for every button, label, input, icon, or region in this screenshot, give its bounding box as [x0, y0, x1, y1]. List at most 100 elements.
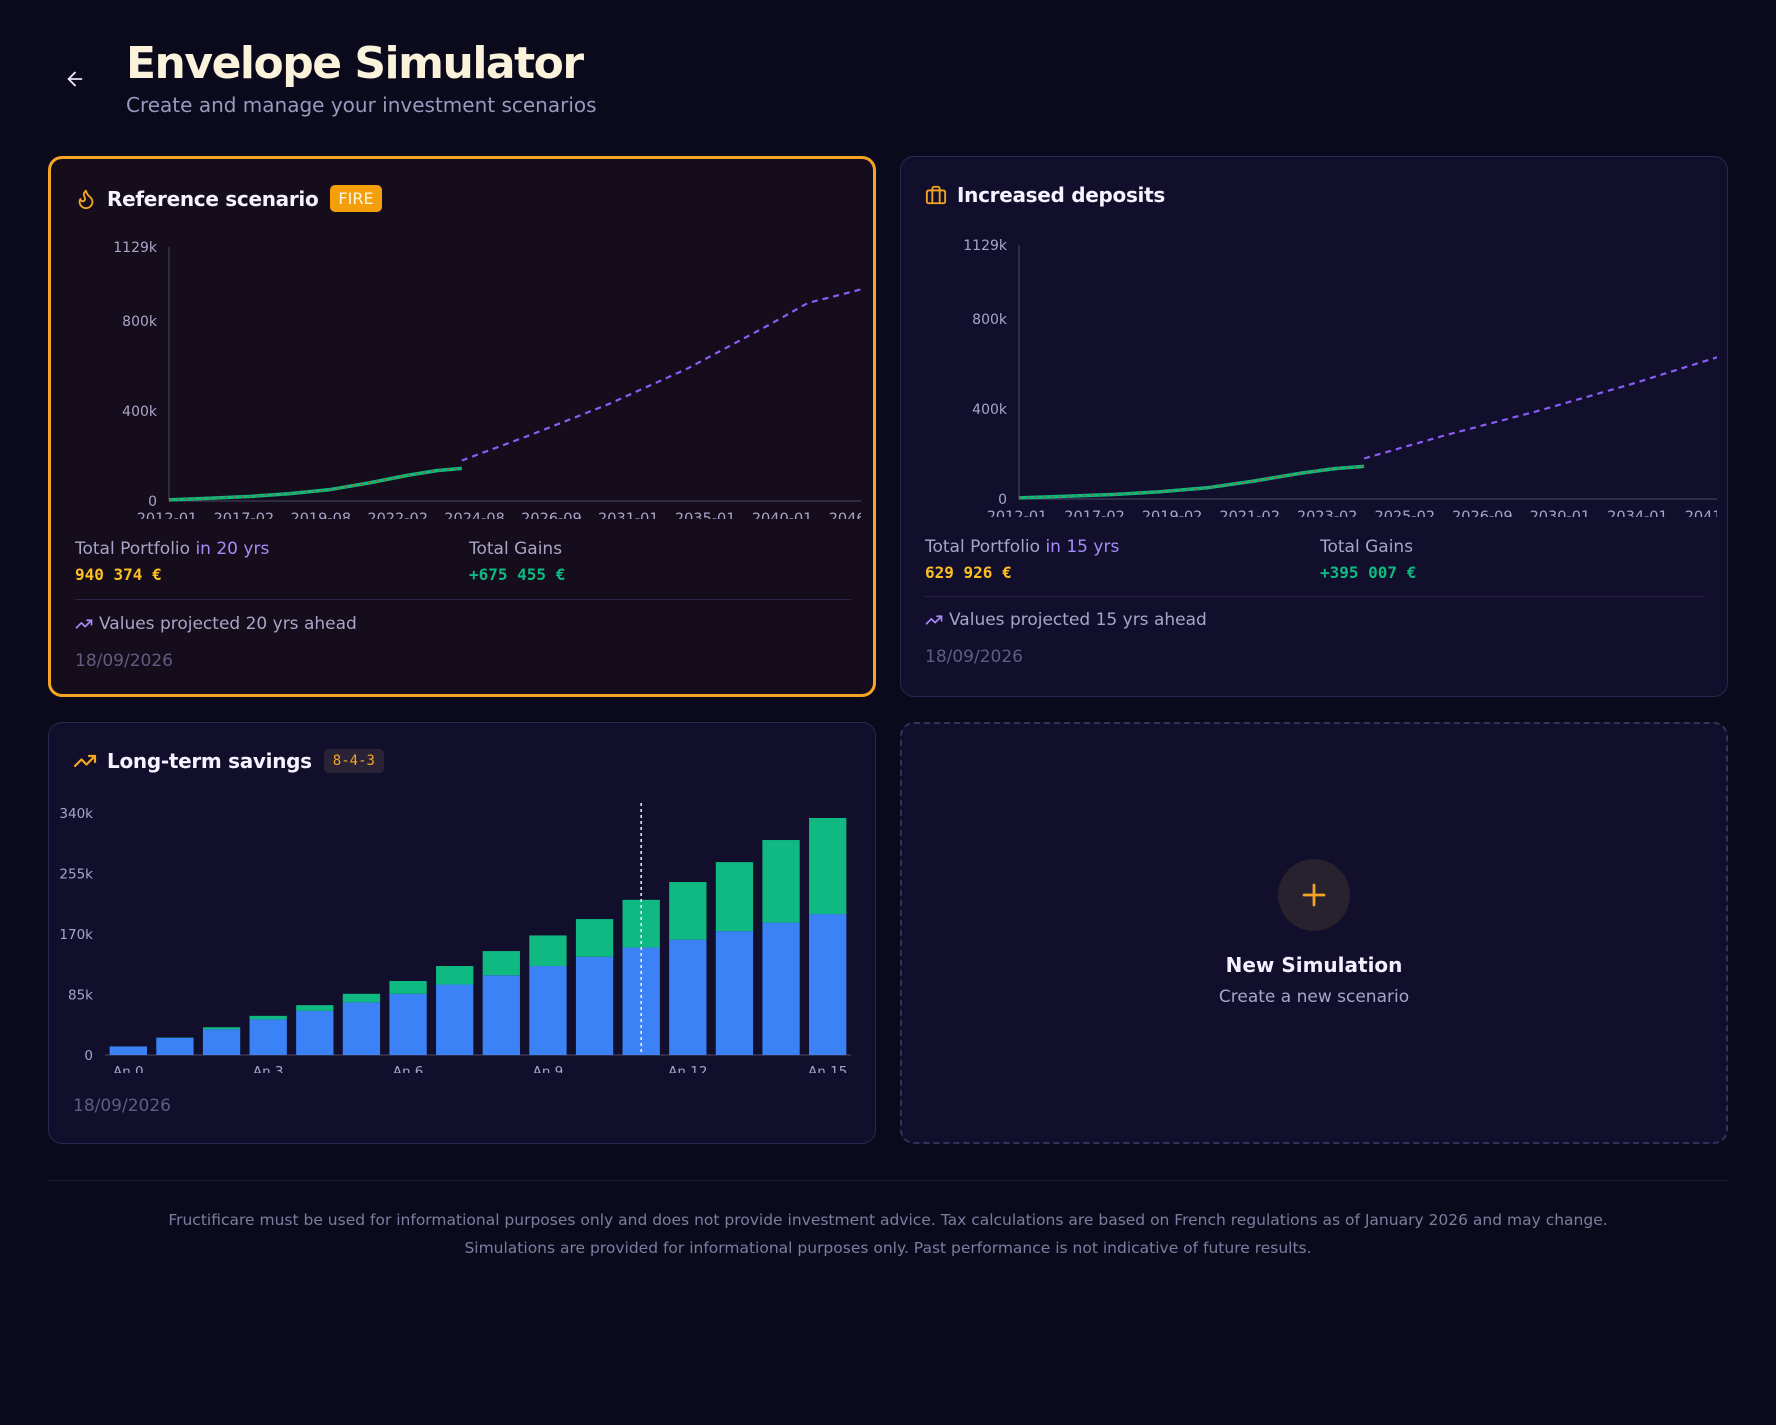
flame-icon [78, 189, 94, 209]
allocation-badge: 8-4-3 [323, 749, 384, 773]
total-portfolio-value: 940 374 € [75, 565, 162, 584]
bar-gains [296, 1005, 334, 1011]
scenario-card-increased-deposits[interactable]: Increased deposits 0 400k 800k 1129k 2012-01… [900, 156, 1728, 697]
y-tick-label: 800k [972, 312, 1008, 328]
historical-series-overlay [168, 467, 462, 501]
projection-note-text: Values projected 20 yrs ahead [99, 614, 357, 634]
x-tick-label: An 9 [533, 1064, 564, 1073]
x-tick-label: 2019-02 [1142, 509, 1203, 517]
arrow-left-icon [67, 71, 83, 87]
x-tick-label: 2019-08 [290, 511, 351, 519]
total-portfolio-value: 629 926 € [925, 563, 1012, 582]
y-tick-label: 170k [59, 927, 93, 943]
bar-contributions [575, 956, 614, 1055]
portfolio-line-chart: 0 400k 800k 1129k 2012-01 2017-02 2019-02 2021-… [963, 238, 1717, 517]
total-gains-stat: Total Gains +675 455 € [469, 539, 565, 584]
fire-badge: FIRE [330, 185, 382, 212]
total-gains-label: Total Gains [1320, 537, 1414, 557]
scenario-card-reference[interactable]: Reference scenario FIRE 0 400k 800k 1129k 20… [48, 156, 876, 697]
bar-contributions [809, 914, 847, 1055]
x-tick-label: 2026-09 [1452, 509, 1513, 517]
bar-gains [762, 840, 800, 923]
bar-gains [202, 1027, 241, 1030]
bar-contributions [436, 984, 474, 1055]
card-title: Long-term savings [107, 749, 312, 773]
x-tick-label: An 12 [668, 1064, 707, 1073]
bar-contributions [296, 1010, 334, 1055]
disclaimer: Fructificare must be used for informatio… [0, 1206, 1776, 1262]
bar-contributions [249, 1019, 287, 1055]
y-tick-label: 800k [122, 314, 158, 330]
disclaimer-line-1: Fructificare must be used for informatio… [168, 1211, 1608, 1229]
scenario-date: 18/09/2026 [73, 1096, 171, 1116]
new-simulation-subtitle: Create a new scenario [1218, 987, 1410, 1007]
y-tick-label: 0 [148, 494, 157, 510]
x-tick-label: 2017-02 [214, 511, 275, 519]
projection-series-line [1363, 356, 1717, 460]
bar-contributions [389, 993, 427, 1055]
bar-gains [669, 882, 707, 940]
bar-contributions [202, 1029, 241, 1055]
bar-gains [389, 980, 427, 994]
x-tick-label: An 3 [253, 1064, 284, 1073]
bar-contributions [342, 1002, 381, 1055]
x-tick-label: An 6 [393, 1064, 424, 1073]
x-tick-label: 2024-08 [444, 511, 505, 519]
x-tick-label: 2017-02 [1064, 509, 1125, 517]
card-title: Increased deposits [957, 183, 1165, 207]
new-simulation-card[interactable]: New Simulation Create a new scenario [900, 722, 1728, 1144]
page-title: Envelope Simulator [126, 38, 584, 89]
trending-up-icon [925, 615, 943, 625]
total-gains-value: +675 455 € [469, 565, 566, 584]
x-tick-label: 2030-01 [1530, 509, 1591, 517]
total-portfolio-stat: Total Portfolio in 20 yrs 940 374 € [75, 539, 269, 584]
x-tick-label: 2035-01 [675, 511, 736, 519]
total-portfolio-stat: Total Portfolio in 15 yrs 629 926 € [925, 537, 1119, 582]
y-tick-label: 400k [972, 402, 1008, 418]
bar-gains [575, 919, 614, 957]
bar-contributions [156, 1037, 194, 1055]
new-simulation-button[interactable] [1278, 859, 1350, 931]
bar-gains [342, 993, 381, 1003]
portfolio-horizon: in 20 yrs [195, 539, 270, 559]
back-button[interactable] [60, 64, 90, 94]
x-tick-label: 2026-09 [521, 511, 582, 519]
bar-gains [482, 951, 520, 976]
x-tick-label: 2021-02 [1219, 509, 1280, 517]
bar-gains [809, 817, 847, 915]
y-tick-label: 0 [998, 492, 1007, 508]
x-tick-label: 2041-01 [1685, 509, 1717, 517]
trending-up-icon [73, 754, 97, 768]
x-tick-label: 2034-01 [1607, 509, 1668, 517]
scenario-card-long-term-savings[interactable]: Long-term savings 8-4-3 0 85k 170k 255k 340k… [48, 722, 876, 1144]
briefcase-icon [925, 185, 947, 205]
y-tick-label: 1129k [963, 238, 1008, 254]
y-tick-label: 85k [68, 988, 93, 1004]
total-gains-label: Total Gains [469, 539, 563, 559]
y-tick-label: 340k [59, 806, 93, 822]
bar-contributions [109, 1046, 147, 1055]
new-simulation-title: New Simulation [1225, 953, 1403, 977]
card-header: Reference scenario FIRE [75, 185, 382, 212]
bar-gains [436, 966, 474, 985]
x-tick-label: 2012-01 [137, 511, 198, 519]
plus-icon [1302, 883, 1326, 907]
card-header: Long-term savings 8-4-3 [73, 749, 384, 773]
historical-series-line [1018, 464, 1365, 500]
bar-gains [249, 1015, 287, 1020]
bar-gains [715, 862, 754, 932]
total-portfolio-label: Total Portfolio [75, 539, 191, 559]
stacked-bar-chart: 0 85k 170k 255k 340k An 0 An 3 An 6 An 9 An 12 An … [59, 803, 851, 1073]
bar-contributions [482, 975, 520, 1055]
historical-series-overlay [1018, 465, 1365, 499]
projection-note-text: Values projected 15 yrs ahead [949, 610, 1207, 630]
disclaimer-line-2: Simulations are provided for information… [464, 1239, 1312, 1257]
x-tick-label: 2046-01 [829, 511, 861, 519]
x-tick-label: An 0 [113, 1064, 144, 1073]
x-tick-label: An 15 [808, 1064, 847, 1073]
bar-gains [529, 935, 567, 967]
y-tick-label: 400k [122, 404, 158, 420]
projection-note: Values projected 15 yrs ahead [925, 610, 1207, 630]
x-tick-label: 2022-02 [367, 511, 428, 519]
y-tick-label: 255k [59, 867, 93, 883]
